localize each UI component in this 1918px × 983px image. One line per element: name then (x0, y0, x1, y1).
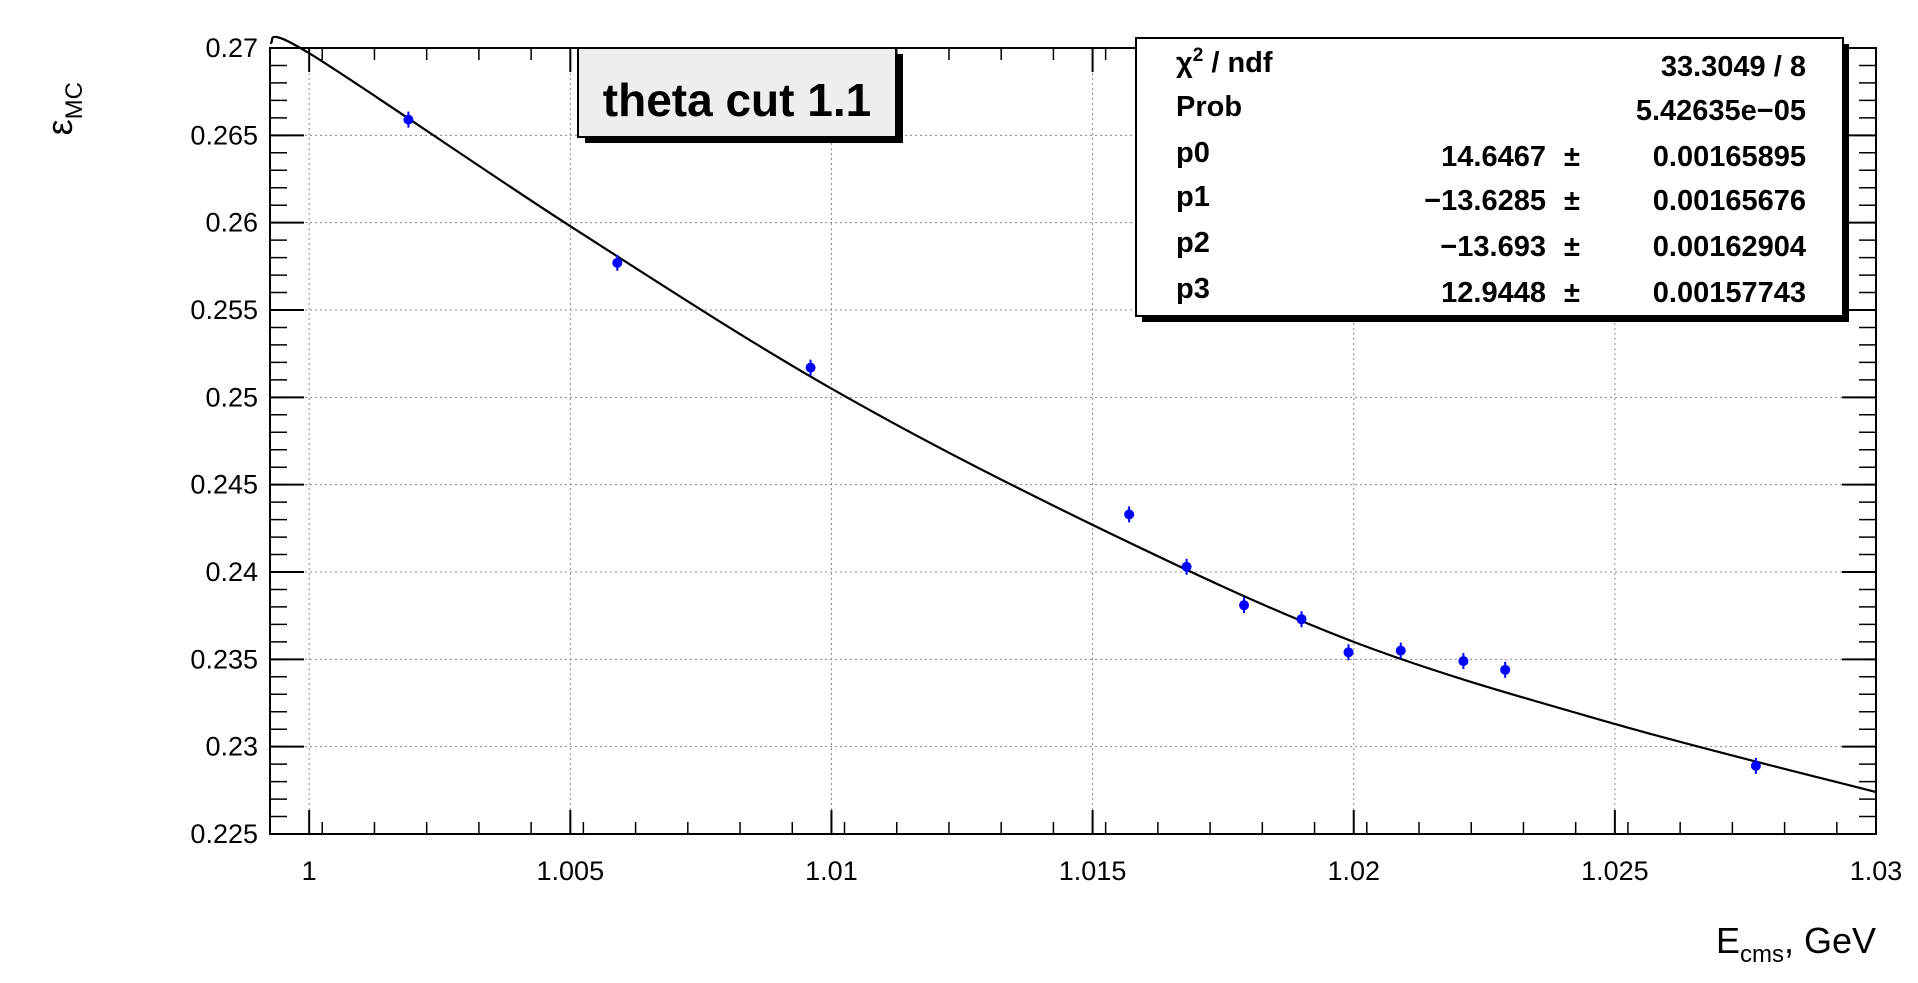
x-tick-label: 1.03 (1850, 856, 1903, 886)
x-tick-label: 1.005 (537, 856, 605, 886)
y-tick-label: 0.23 (205, 732, 258, 762)
y-tick-label: 0.265 (190, 120, 258, 150)
x-tick-label: 1.02 (1327, 856, 1380, 886)
stats-row-value: −13.6285 (1424, 185, 1546, 217)
y-axis-title: εMC (39, 82, 88, 135)
stats-row-value: 33.3049 / 8 (1661, 51, 1806, 83)
x-tick-label: 1 (302, 856, 317, 886)
stats-row-name: p1 (1176, 181, 1210, 213)
data-point (1500, 664, 1511, 675)
axis-tick-labels: 1 1.005 1.01 1.015 1.02 1.025 1.03 0.225 0.23 0.2… (190, 33, 1902, 886)
stats-row-value: 12.9448 (1441, 277, 1546, 309)
y-tick-label: 0.25 (205, 382, 258, 412)
data-point (805, 362, 816, 373)
stats-box: χ2 / ndf 33.3049 / 8 Prob 5.42635e−05 p0 0.00… (1135, 37, 1849, 322)
title-box: theta cut 1.1 (577, 47, 903, 143)
x-tick-label: 1.015 (1059, 856, 1127, 886)
chart-title: theta cut 1.1 (603, 74, 871, 126)
y-tick-label: 0.235 (190, 644, 258, 674)
stats-row-error: 0.00157743 (1653, 277, 1806, 309)
stats-row-plusminus: ± (1564, 277, 1580, 309)
y-tick-label: 0.255 (190, 295, 258, 325)
x-axis-title: Ecms, GeV (1716, 920, 1876, 968)
stats-row-value: −13.693 (1440, 231, 1546, 263)
stats-row-plusminus: ± (1564, 231, 1580, 263)
data-points-layer (403, 111, 1761, 774)
stats-row-value: 14.6467 (1441, 141, 1546, 173)
stats-row-error: 0.00165676 (1653, 185, 1806, 217)
data-point (1296, 614, 1307, 625)
stats-row-plusminus: ± (1564, 141, 1580, 173)
data-point (1181, 561, 1192, 572)
y-tick-label: 0.24 (205, 557, 258, 587)
data-point (1239, 600, 1250, 611)
stats-box-body (1135, 37, 1844, 317)
x-axis-title-sub: cms (1740, 941, 1784, 968)
data-point (1458, 656, 1469, 667)
plot-frame (269, 47, 1877, 835)
stats-row-value: 5.42635e−05 (1636, 95, 1806, 127)
stats-row-plusminus: ± (1564, 185, 1580, 217)
y-axis-title-main: ε (39, 119, 80, 135)
y-tick-label: 0.245 (190, 470, 258, 500)
y-tick-label: 0.26 (205, 208, 258, 238)
y-tick-label: 0.225 (190, 819, 258, 849)
data-point (612, 257, 623, 268)
data-point (1395, 645, 1406, 656)
data-point (1343, 647, 1354, 658)
data-point (1124, 509, 1135, 520)
stats-row-error: 0.00162904 (1653, 231, 1806, 263)
stats-row-name: p0 (1176, 137, 1210, 169)
y-axis-title-sub: MC (61, 82, 88, 119)
title-box-body (577, 47, 897, 138)
x-axis-title-suffix: , GeV (1784, 920, 1876, 961)
stats-row-name: χ2 / ndf (1176, 45, 1273, 79)
stats-rows: χ2 / ndf 33.3049 / 8 Prob 5.42635e−05 p0 0.00… (1176, 45, 1806, 309)
x-axis-title-main: E (1716, 920, 1740, 961)
x-tick-label: 1.01 (805, 856, 858, 886)
x-tick-label: 1.025 (1581, 856, 1649, 886)
y-tick-label: 0.27 (205, 33, 258, 63)
stats-row-error: 0.00165895 (1653, 141, 1806, 173)
stats-row-name: Prob (1176, 91, 1242, 123)
fit-curve (269, 35, 1877, 794)
stats-row-name: p2 (1176, 227, 1210, 259)
stats-row-name: p3 (1176, 273, 1210, 305)
data-point (1750, 760, 1761, 771)
fit-curve-layer (269, 35, 1877, 794)
data-point (403, 114, 414, 125)
